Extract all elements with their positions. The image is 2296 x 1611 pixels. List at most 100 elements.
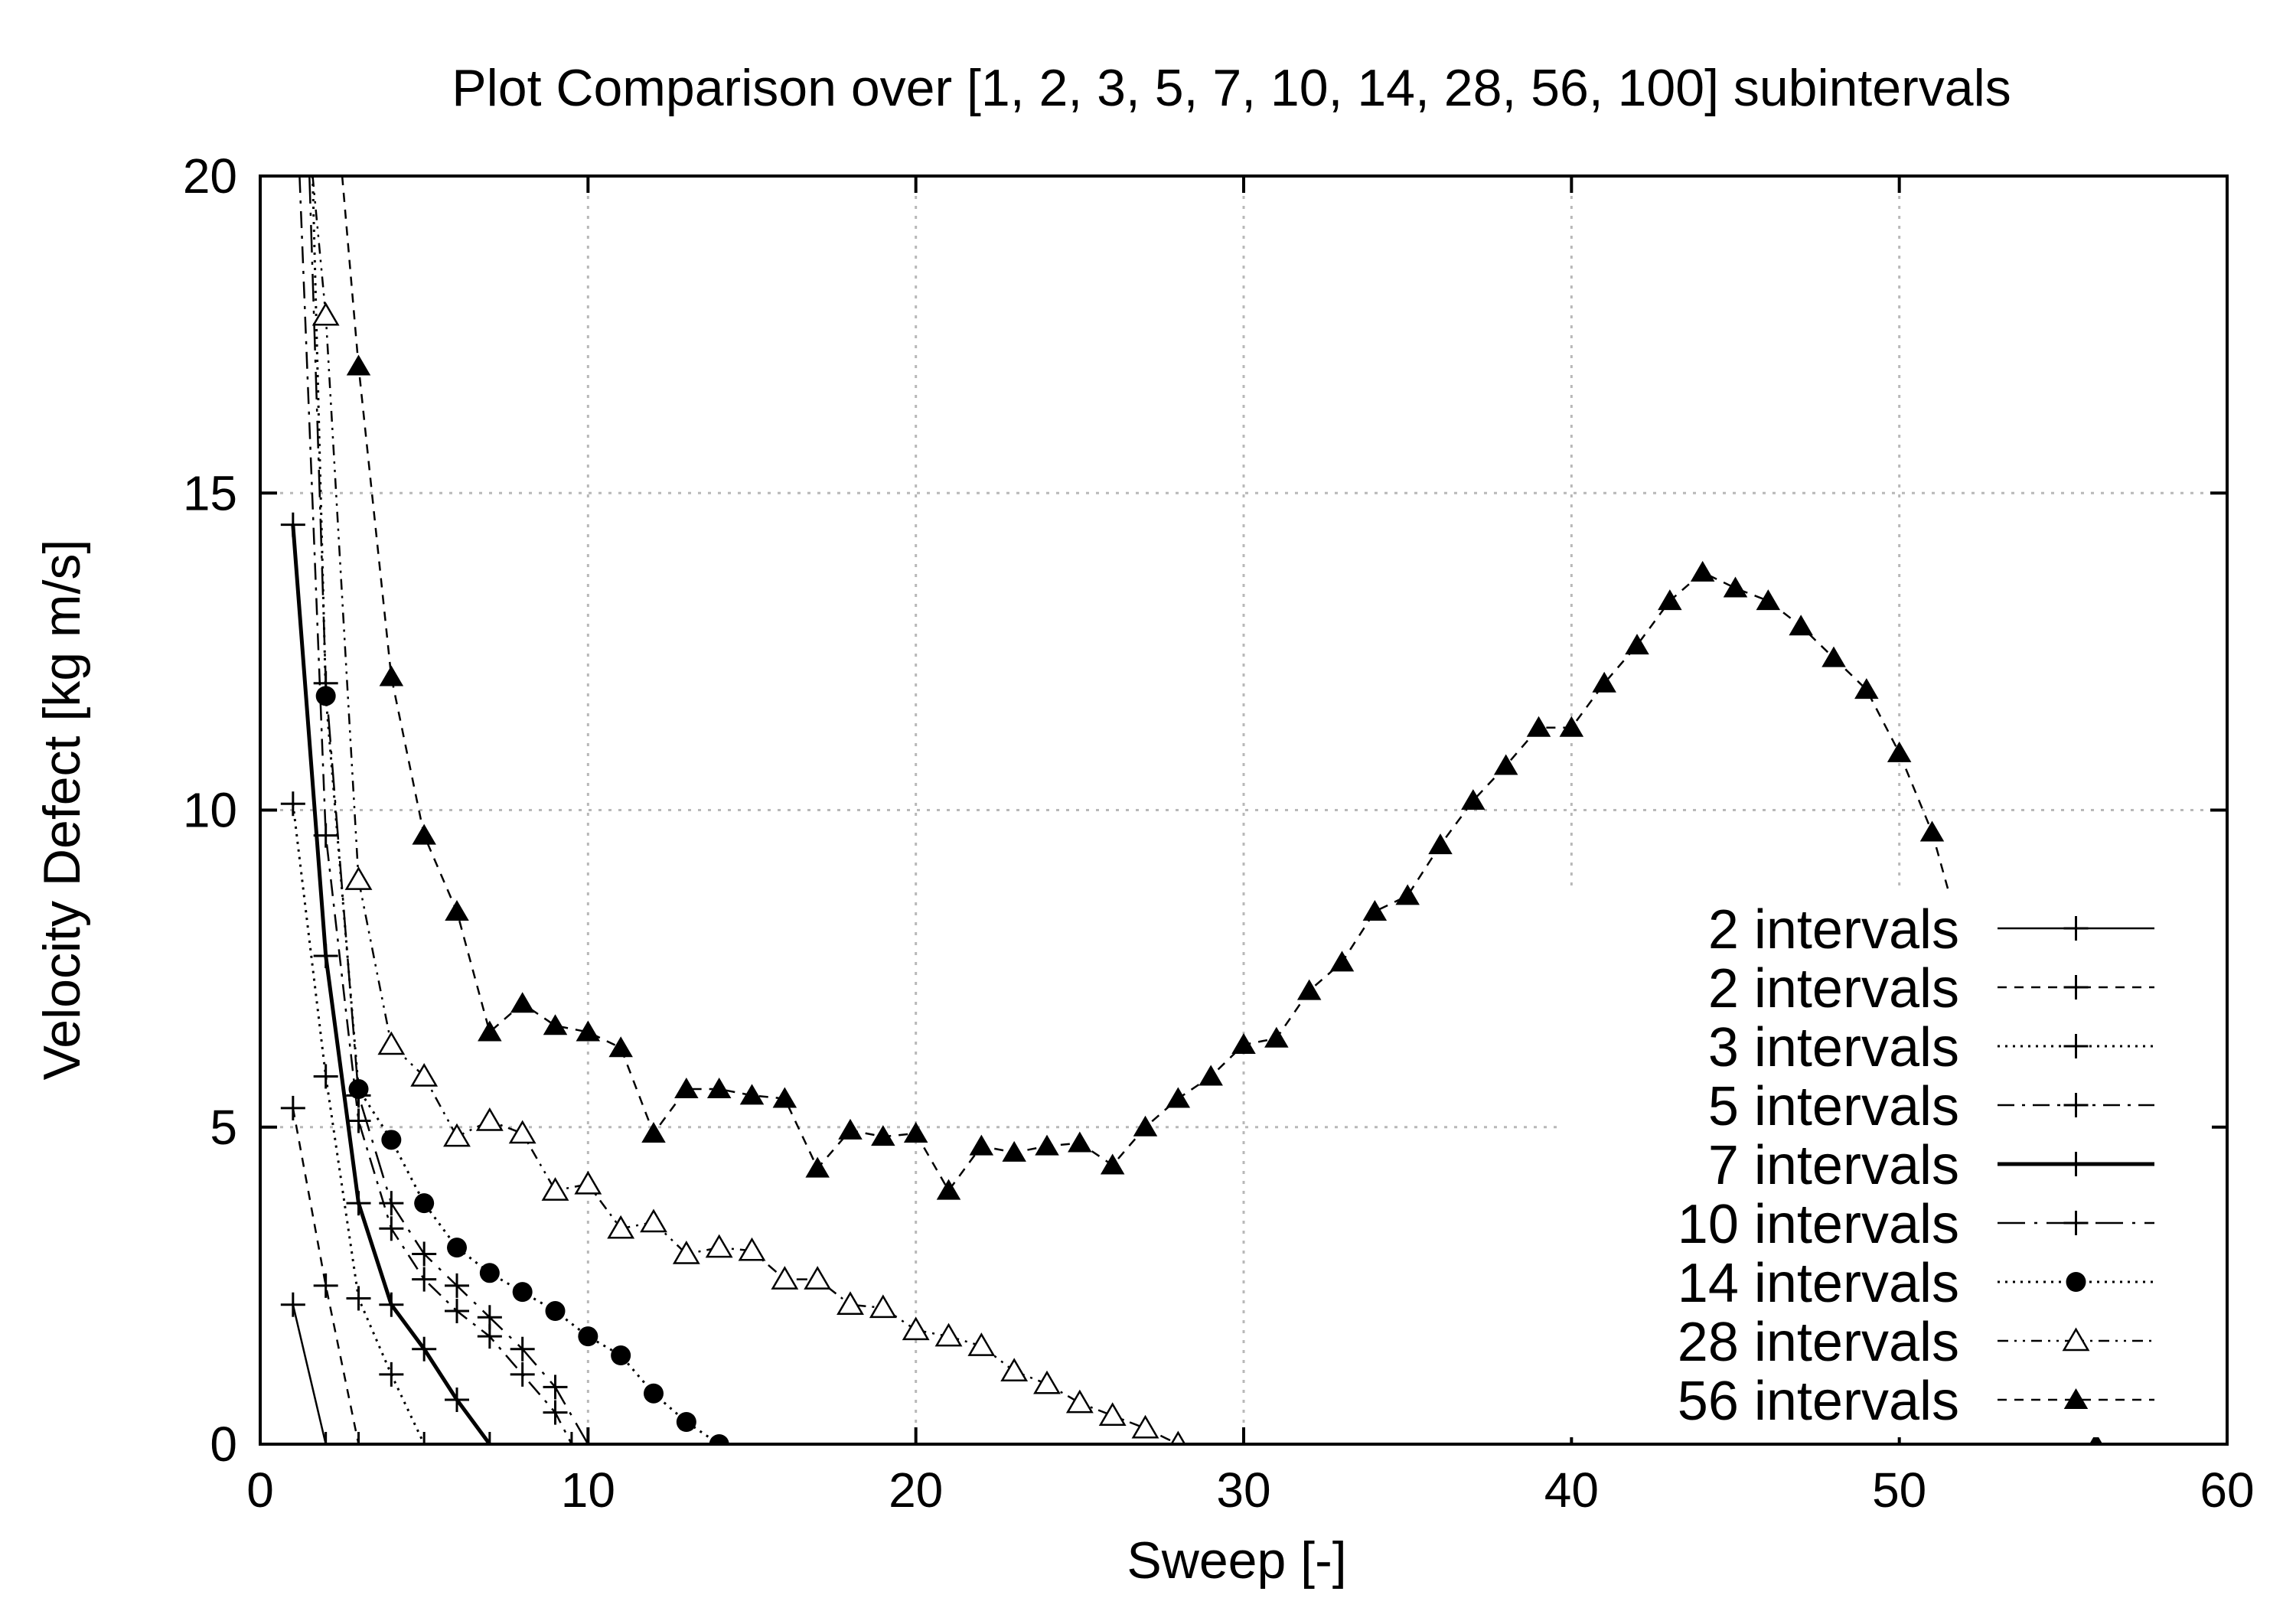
data-point xyxy=(344,866,373,890)
data-point xyxy=(1854,678,1879,700)
data-point xyxy=(543,1375,568,1400)
legend-entry: 7 intervals xyxy=(1708,1135,2154,1196)
data-point xyxy=(346,354,371,376)
data-point xyxy=(1919,820,1945,842)
legend-label: 28 intervals xyxy=(1678,1312,1959,1373)
data-point xyxy=(313,944,338,969)
data-point xyxy=(674,1078,699,1099)
data-point xyxy=(1625,634,1649,655)
legend-swatch-marker xyxy=(2063,916,2089,941)
data-point xyxy=(1428,833,1453,855)
data-point xyxy=(346,1432,371,1444)
data-point xyxy=(1033,1370,1061,1394)
data-point xyxy=(608,1036,633,1058)
series-line xyxy=(292,1107,360,1444)
data-point xyxy=(903,1122,928,1143)
legend-swatch-marker xyxy=(2063,1034,2089,1058)
legend-label: 7 intervals xyxy=(1708,1135,1959,1196)
data-point xyxy=(1887,741,1912,762)
data-point xyxy=(676,1412,696,1433)
legend-swatch-marker xyxy=(2063,1152,2089,1176)
data-point xyxy=(379,665,404,686)
data-point xyxy=(443,1123,471,1147)
data-point xyxy=(706,1078,732,1099)
data-point xyxy=(381,1130,402,1150)
data-point xyxy=(280,1095,305,1120)
data-point xyxy=(410,1062,439,1087)
legend-entry: 5 intervals xyxy=(1708,1076,2154,1137)
legend-swatch-marker xyxy=(2063,1093,2089,1117)
data-point xyxy=(412,1267,437,1292)
data-point xyxy=(508,1120,536,1144)
data-point xyxy=(377,1031,406,1055)
data-point xyxy=(412,1336,437,1362)
legend-entry: 56 intervals xyxy=(1678,1371,2154,1432)
series-4 xyxy=(298,176,584,1444)
data-point xyxy=(1723,576,1748,598)
chart-title: Plot Comparison over [1, 2, 3, 5, 7, 10,… xyxy=(452,59,2011,117)
data-point xyxy=(1296,979,1322,1000)
data-point xyxy=(1035,1134,1059,1156)
data-point xyxy=(640,1208,667,1233)
legend-swatch-marker xyxy=(2063,1388,2089,1409)
data-point xyxy=(838,1118,863,1140)
legend-label: 5 intervals xyxy=(1708,1076,1959,1137)
data-point xyxy=(837,1291,864,1315)
series-layer xyxy=(280,176,2103,1444)
x-axis-title: Sweep [-] xyxy=(1127,1531,1346,1590)
data-point xyxy=(543,1400,568,1425)
data-point xyxy=(1264,1026,1289,1048)
data-point xyxy=(871,1125,895,1146)
y-tick-label: 15 xyxy=(183,465,237,520)
data-point xyxy=(869,1294,897,1319)
data-point xyxy=(510,1362,535,1387)
data-point xyxy=(379,1191,404,1216)
legend-label: 3 intervals xyxy=(1708,1017,1959,1078)
data-point xyxy=(771,1266,799,1290)
data-point xyxy=(477,1305,502,1330)
data-point xyxy=(739,1084,765,1105)
legend-entry: 10 intervals xyxy=(1678,1194,2154,1255)
data-point xyxy=(475,1107,504,1131)
data-point xyxy=(1065,1389,1094,1414)
y-tick-label: 20 xyxy=(183,148,237,204)
data-point xyxy=(805,1156,830,1178)
data-point xyxy=(1133,1115,1158,1137)
data-point xyxy=(477,1432,502,1444)
data-point xyxy=(644,1383,664,1404)
data-point xyxy=(280,1292,305,1317)
x-tick-label: 50 xyxy=(1872,1463,1926,1518)
series-line xyxy=(311,176,1179,1444)
data-point xyxy=(346,1191,371,1216)
series-line xyxy=(308,176,589,1444)
y-axis-title: Velocity Defect [kg m/s] xyxy=(33,540,91,1081)
series-line xyxy=(298,176,573,1444)
data-point xyxy=(313,1432,338,1444)
data-point xyxy=(1002,1140,1026,1162)
x-tick-label: 0 xyxy=(246,1463,274,1518)
series-7 xyxy=(311,176,729,1444)
data-point xyxy=(1098,1402,1127,1426)
data-point xyxy=(1789,615,1813,636)
legend-swatch-marker xyxy=(2062,1327,2090,1352)
legend-entry: 2 intervals xyxy=(1708,958,2154,1019)
series-2 xyxy=(280,1095,371,1444)
data-point xyxy=(559,1432,584,1444)
data-point xyxy=(969,1134,994,1156)
axis-ticks: 0 10 20 30 40 50 60 0 5 10 15 20 xyxy=(183,148,2255,1518)
legend-label: 2 intervals xyxy=(1708,899,1959,960)
data-point xyxy=(348,1079,369,1100)
data-point xyxy=(1658,589,1682,611)
series-line xyxy=(292,1304,327,1444)
data-point xyxy=(1592,671,1616,693)
legend-swatch-marker xyxy=(2063,975,2089,1000)
data-point xyxy=(280,791,305,817)
legend-swatch-marker xyxy=(2066,1272,2086,1292)
data-point xyxy=(447,1238,467,1258)
data-point xyxy=(1493,754,1518,775)
data-point xyxy=(445,1299,469,1324)
series-9 xyxy=(341,176,2103,1444)
